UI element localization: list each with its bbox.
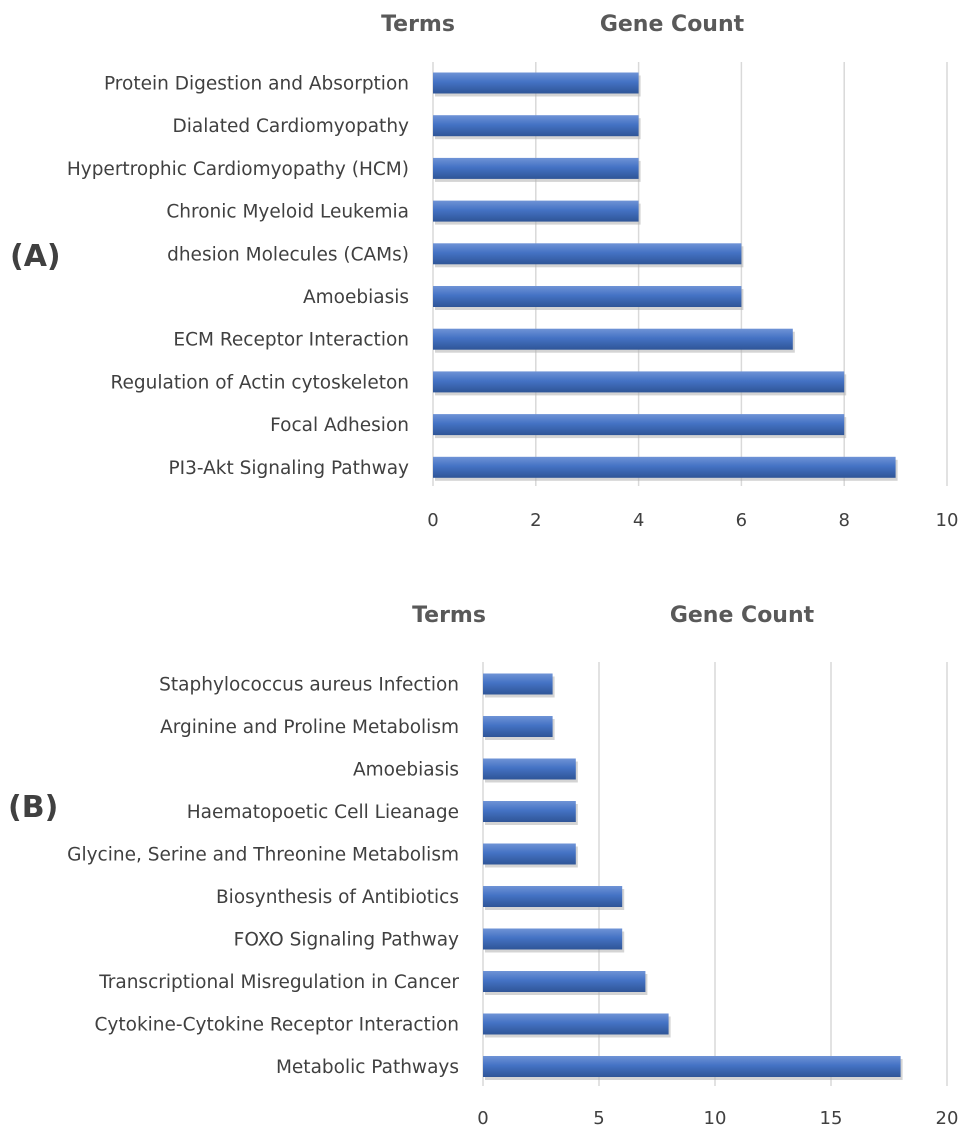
category-label-b-3: Haematopoetic Cell Lieanage bbox=[187, 802, 459, 823]
gene-count-header-a: Gene Count bbox=[600, 12, 745, 37]
bar-b-2 bbox=[483, 758, 576, 780]
bar-a-1 bbox=[433, 115, 639, 137]
category-label-b-0: Staphylococcus aureus Infection bbox=[159, 675, 459, 696]
terms-header-b: Terms bbox=[412, 603, 486, 628]
terms-header-a: Terms bbox=[381, 12, 455, 37]
bar-a-5 bbox=[433, 286, 742, 307]
bar-a-0 bbox=[433, 72, 639, 94]
bar-b-3 bbox=[483, 801, 576, 822]
panel-label-b: (B) bbox=[8, 790, 58, 825]
x-tick-label-b-3: 15 bbox=[820, 1108, 843, 1129]
bar-b-4 bbox=[483, 843, 576, 865]
category-label-b-1: Arginine and Proline Metabolism bbox=[160, 717, 459, 738]
x-tick-label-a-2: 4 bbox=[633, 510, 644, 531]
x-tick-label-b-2: 10 bbox=[704, 1108, 727, 1129]
bar-b-8 bbox=[483, 1013, 669, 1035]
x-tick-label-a-0: 0 bbox=[427, 510, 438, 531]
bar-b-5 bbox=[483, 886, 623, 907]
x-tick-label-b-4: 20 bbox=[936, 1108, 959, 1129]
category-label-b-4: Glycine, Serine and Threonine Metabolism bbox=[67, 845, 459, 866]
category-label-a-5: Amoebiasis bbox=[303, 287, 409, 308]
category-label-a-1: Dialated Cardiomyopathy bbox=[173, 116, 410, 137]
category-label-a-0: Protein Digestion and Absorption bbox=[104, 74, 409, 95]
chart-panel-a: 0 2 4 6 8 10 Protein Digestion and Absorption D… bbox=[67, 62, 959, 531]
category-label-b-7: Transcriptional Misregulation in Cancer bbox=[98, 972, 459, 993]
category-label-a-6: ECM Receptor Interaction bbox=[173, 330, 409, 351]
bar-a-9 bbox=[433, 456, 896, 478]
bar-a-8 bbox=[433, 414, 845, 436]
x-tick-label-b-0: 0 bbox=[477, 1108, 488, 1129]
category-label-a-3: Chronic Myeloid Leukemia bbox=[166, 202, 409, 223]
bar-b-0 bbox=[483, 673, 553, 695]
bar-a-4 bbox=[433, 243, 742, 265]
x-tick-label-a-5: 10 bbox=[936, 510, 959, 531]
bar-b-9 bbox=[483, 1056, 901, 1077]
category-label-b-5: Biosynthesis of Antibiotics bbox=[216, 887, 459, 908]
x-tick-label-a-1: 2 bbox=[530, 510, 541, 531]
category-label-a-2: Hypertrophic Cardiomyopathy (HCM) bbox=[67, 159, 409, 180]
bar-a-3 bbox=[433, 200, 639, 222]
panel-label-a: (A) bbox=[10, 239, 61, 274]
category-label-b-2: Amoebiasis bbox=[353, 760, 459, 781]
category-label-b-8: Cytokine-Cytokine Receptor Interaction bbox=[95, 1015, 459, 1036]
bar-b-1 bbox=[483, 716, 553, 737]
category-label-a-8: Focal Adhesion bbox=[270, 415, 409, 436]
bar-b-6 bbox=[483, 928, 623, 950]
bar-a-7 bbox=[433, 371, 845, 393]
bar-a-6 bbox=[433, 328, 793, 350]
category-label-b-9: Metabolic Pathways bbox=[276, 1057, 459, 1078]
category-label-a-4: dhesion Molecules (CAMs) bbox=[167, 244, 409, 265]
x-tick-label-a-3: 6 bbox=[736, 510, 747, 531]
x-tick-label-b-1: 5 bbox=[593, 1108, 604, 1129]
category-label-a-9: PI3-Akt Signaling Pathway bbox=[168, 458, 409, 479]
chart-panel-b: 0 5 10 15 20 Staphylococcus aureus Infection A… bbox=[67, 662, 958, 1129]
gene-count-header-b: Gene Count bbox=[670, 603, 815, 628]
x-tick-label-a-4: 8 bbox=[838, 510, 849, 531]
category-label-b-6: FOXO Signaling Pathway bbox=[234, 930, 459, 951]
category-label-a-7: Regulation of Actin cytoskeleton bbox=[111, 372, 409, 393]
bar-b-7 bbox=[483, 971, 646, 992]
bar-a-2 bbox=[433, 157, 639, 179]
